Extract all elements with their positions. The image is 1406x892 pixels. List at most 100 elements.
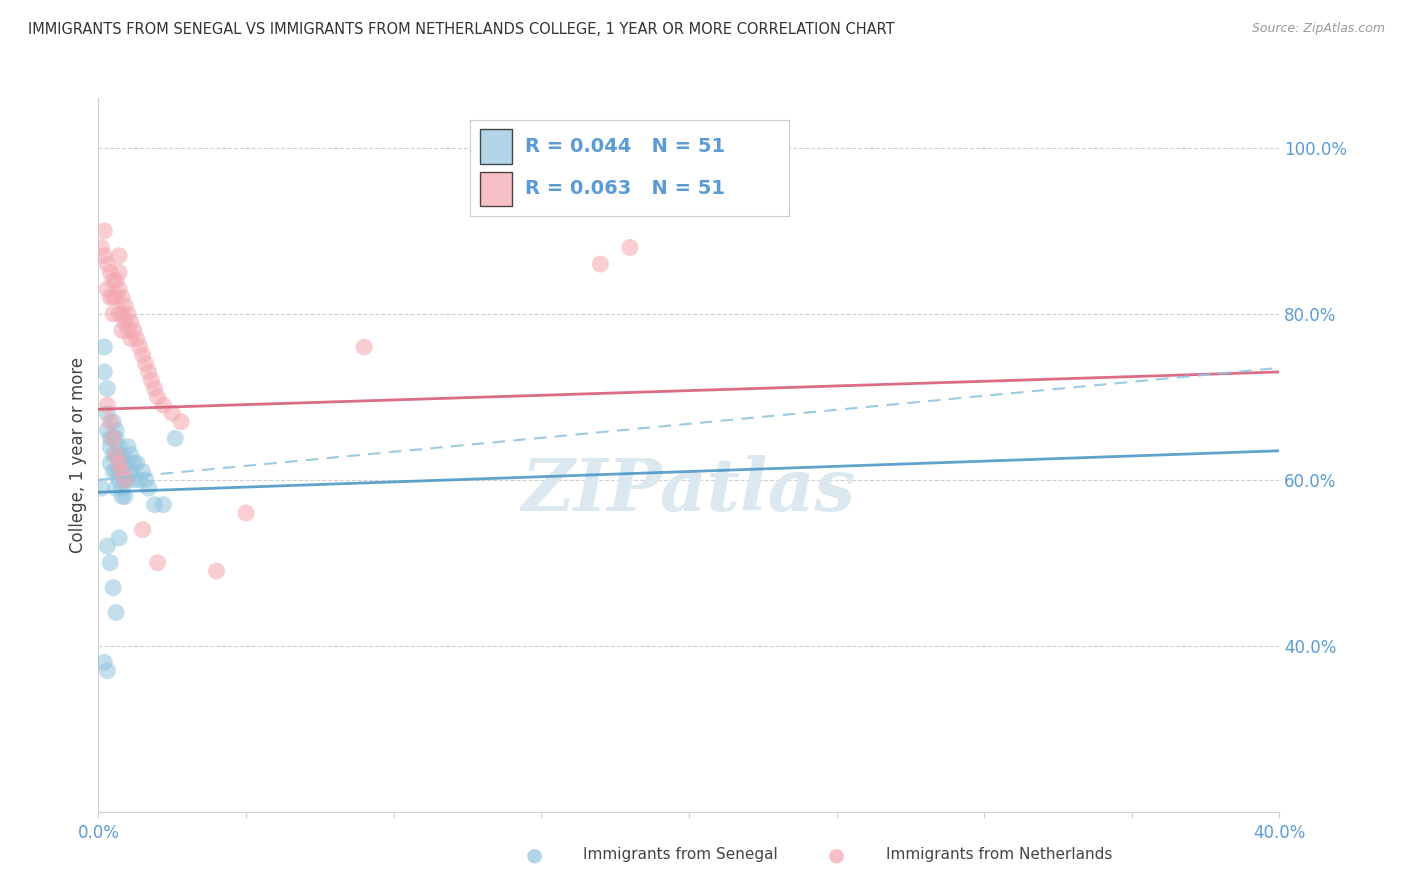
- Point: [108, 448, 131, 462]
- Point: [93, 656, 115, 670]
- Point: [96, 282, 118, 296]
- Point: [111, 490, 134, 504]
- Point: [105, 431, 128, 445]
- Point: [98, 431, 121, 445]
- Point: [93, 224, 115, 238]
- Point: [103, 415, 125, 429]
- Point: [122, 456, 145, 470]
- Point: [111, 465, 134, 479]
- Point: [111, 448, 134, 462]
- Point: [98, 415, 121, 429]
- Point: [117, 323, 139, 337]
- Point: [108, 456, 131, 470]
- Point: [93, 365, 115, 379]
- Point: [90, 481, 112, 495]
- Y-axis label: College, 1 year or more: College, 1 year or more: [69, 357, 87, 553]
- Point: [96, 398, 118, 412]
- Point: [205, 564, 228, 578]
- Point: [114, 473, 136, 487]
- Point: [135, 357, 157, 371]
- Point: [117, 307, 139, 321]
- Point: [93, 340, 115, 354]
- Point: [105, 606, 128, 620]
- Point: [235, 506, 257, 520]
- Point: [105, 423, 128, 437]
- Point: [111, 465, 134, 479]
- Point: [114, 473, 136, 487]
- Point: [111, 307, 134, 321]
- Point: [108, 531, 131, 545]
- Point: [117, 456, 139, 470]
- Point: [105, 481, 128, 495]
- Text: ZIPatlas: ZIPatlas: [522, 455, 856, 526]
- Point: [98, 456, 121, 470]
- Point: [111, 323, 134, 337]
- Point: [103, 307, 125, 321]
- Point: [108, 440, 131, 454]
- Point: [96, 664, 118, 678]
- Point: [170, 415, 193, 429]
- Point: [114, 299, 136, 313]
- Point: [105, 448, 128, 462]
- Point: [105, 465, 128, 479]
- Point: [122, 473, 145, 487]
- Point: [103, 431, 125, 445]
- Point: [103, 581, 125, 595]
- Point: [120, 448, 142, 462]
- Point: [105, 274, 128, 288]
- Point: [96, 539, 118, 553]
- Point: [141, 373, 163, 387]
- Point: [589, 257, 612, 271]
- Point: [96, 423, 118, 437]
- Point: [96, 382, 118, 396]
- Point: [98, 556, 121, 570]
- Point: [125, 332, 148, 346]
- Text: ●: ●: [526, 845, 543, 864]
- Point: [111, 481, 134, 495]
- Point: [117, 473, 139, 487]
- Point: [165, 431, 187, 445]
- Point: [90, 240, 112, 254]
- Point: [98, 440, 121, 454]
- Point: [108, 465, 131, 479]
- Point: [108, 265, 131, 279]
- Point: [120, 465, 142, 479]
- Point: [117, 440, 139, 454]
- Point: [152, 498, 174, 512]
- Point: [96, 406, 118, 420]
- Point: [146, 390, 169, 404]
- Point: [103, 431, 125, 445]
- Point: [162, 406, 183, 420]
- Point: [98, 290, 121, 304]
- Point: [105, 290, 128, 304]
- Point: [353, 340, 375, 354]
- Point: [125, 456, 148, 470]
- Point: [120, 315, 142, 329]
- Text: Immigrants from Netherlands: Immigrants from Netherlands: [886, 847, 1112, 862]
- Text: Source: ZipAtlas.com: Source: ZipAtlas.com: [1251, 22, 1385, 36]
- Point: [132, 523, 155, 537]
- Point: [111, 290, 134, 304]
- Point: [93, 249, 115, 263]
- Point: [114, 315, 136, 329]
- Point: [143, 498, 166, 512]
- Text: ●: ●: [828, 845, 845, 864]
- Point: [152, 398, 174, 412]
- Text: IMMIGRANTS FROM SENEGAL VS IMMIGRANTS FROM NETHERLANDS COLLEGE, 1 YEAR OR MORE C: IMMIGRANTS FROM SENEGAL VS IMMIGRANTS FR…: [28, 22, 894, 37]
- Point: [103, 465, 125, 479]
- Point: [108, 282, 131, 296]
- Point: [105, 448, 128, 462]
- Point: [98, 265, 121, 279]
- Point: [114, 456, 136, 470]
- Point: [135, 473, 157, 487]
- Point: [96, 257, 118, 271]
- Point: [128, 473, 150, 487]
- Point: [132, 348, 155, 362]
- Point: [103, 274, 125, 288]
- Text: Immigrants from Senegal: Immigrants from Senegal: [583, 847, 779, 862]
- Point: [103, 448, 125, 462]
- Point: [122, 323, 145, 337]
- Point: [619, 240, 641, 254]
- Point: [138, 365, 160, 379]
- Point: [128, 340, 150, 354]
